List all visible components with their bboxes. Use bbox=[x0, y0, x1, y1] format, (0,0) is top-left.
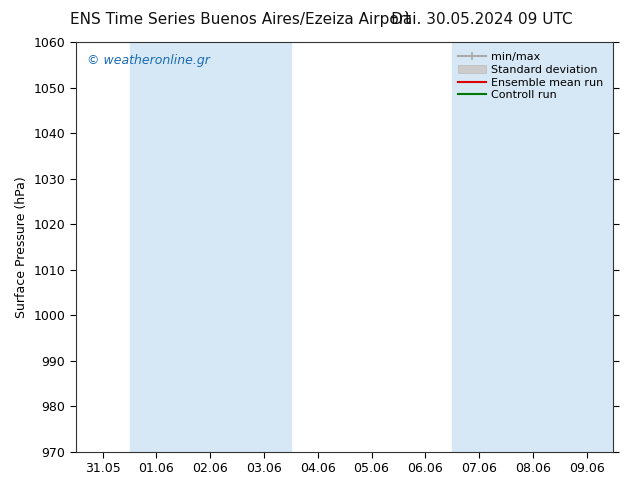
Y-axis label: Surface Pressure (hPa): Surface Pressure (hPa) bbox=[15, 176, 28, 318]
Text: © weatheronline.gr: © weatheronline.gr bbox=[87, 54, 209, 67]
Bar bbox=[452, 42, 614, 452]
Text: ENS Time Series Buenos Aires/Ezeiza Airport: ENS Time Series Buenos Aires/Ezeiza Airp… bbox=[70, 12, 411, 27]
Bar bbox=[129, 42, 291, 452]
Legend: min/max, Standard deviation, Ensemble mean run, Controll run: min/max, Standard deviation, Ensemble me… bbox=[453, 48, 608, 105]
Text: Đài. 30.05.2024 09 UTC: Đài. 30.05.2024 09 UTC bbox=[391, 12, 573, 27]
